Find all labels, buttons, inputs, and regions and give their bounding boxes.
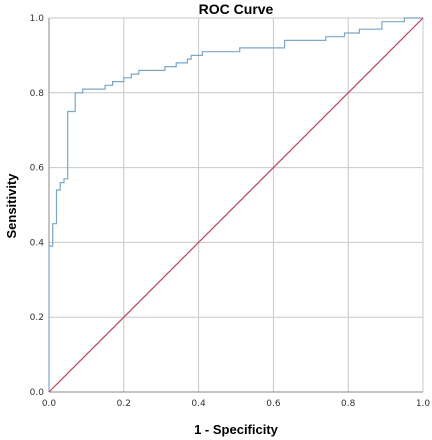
y-tick-label: 0.8 [30,89,45,99]
y-axis-label: Sensitivity [4,173,19,239]
series-lines [48,17,424,393]
x-tick-label: 0.8 [341,399,356,409]
x-tick-label: 0.2 [117,399,131,409]
y-tick-label: 1.0 [30,14,45,24]
chart-title: ROC Curve [199,1,274,17]
y-tick-label: 0.4 [30,238,45,248]
y-tick-labels: 0.0 0.2 0.4 0.6 0.8 1.0 [30,14,45,398]
y-tick-label: 0.0 [30,388,45,398]
x-tick-label: 0.0 [42,399,57,409]
x-tick-labels: 0.0 0.2 0.4 0.6 0.8 1.0 [42,399,431,409]
y-tick-label: 0.2 [30,313,44,323]
x-tick-label: 0.6 [266,399,281,409]
roc-curve-line [48,17,423,392]
x-tick-label: 0.4 [191,399,206,409]
reference-diagonal-line [48,17,424,393]
x-tick-label: 1.0 [416,399,431,409]
y-tick-label: 0.6 [30,164,45,174]
x-axis-label: 1 - Specificity [194,422,279,437]
